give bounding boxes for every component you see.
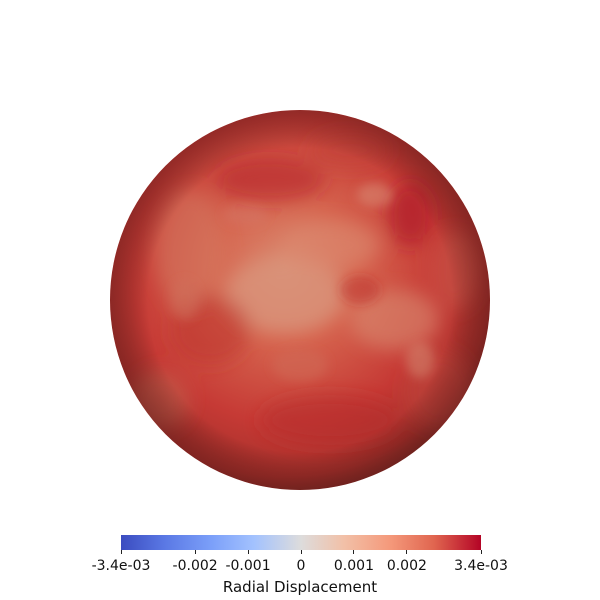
colorbar-tick-mark [406, 550, 408, 554]
colorbar-tick-mark [353, 550, 355, 554]
colorbar-gradient [121, 535, 481, 550]
colorbar-tick-label: -3.4e-03 [91, 558, 151, 574]
sphere-svg [110, 110, 490, 490]
colorbar-tick-mark [194, 550, 196, 554]
colorbar-tick-mark [247, 550, 249, 554]
colorbar-tick-label: 0 [296, 558, 306, 574]
colorbar-tick-label: 0.001 [333, 558, 374, 574]
colorbar-tick-label: 0.002 [386, 558, 427, 574]
colorbar-tick-mark [300, 550, 302, 554]
displacement-texture [110, 110, 490, 490]
colorbar [120, 535, 482, 554]
colorbar-tick-label: -0.001 [225, 558, 271, 574]
colorbar-tick-mark [120, 550, 122, 554]
colorbar-tick-mark [480, 550, 482, 554]
colorbar-tick-label: 3.4e-03 [454, 558, 508, 574]
colorbar-title: Radial Displacement [222, 578, 378, 596]
sphere-render[interactable] [0, 0, 600, 520]
colorbar-tick-label: -0.002 [172, 558, 218, 574]
